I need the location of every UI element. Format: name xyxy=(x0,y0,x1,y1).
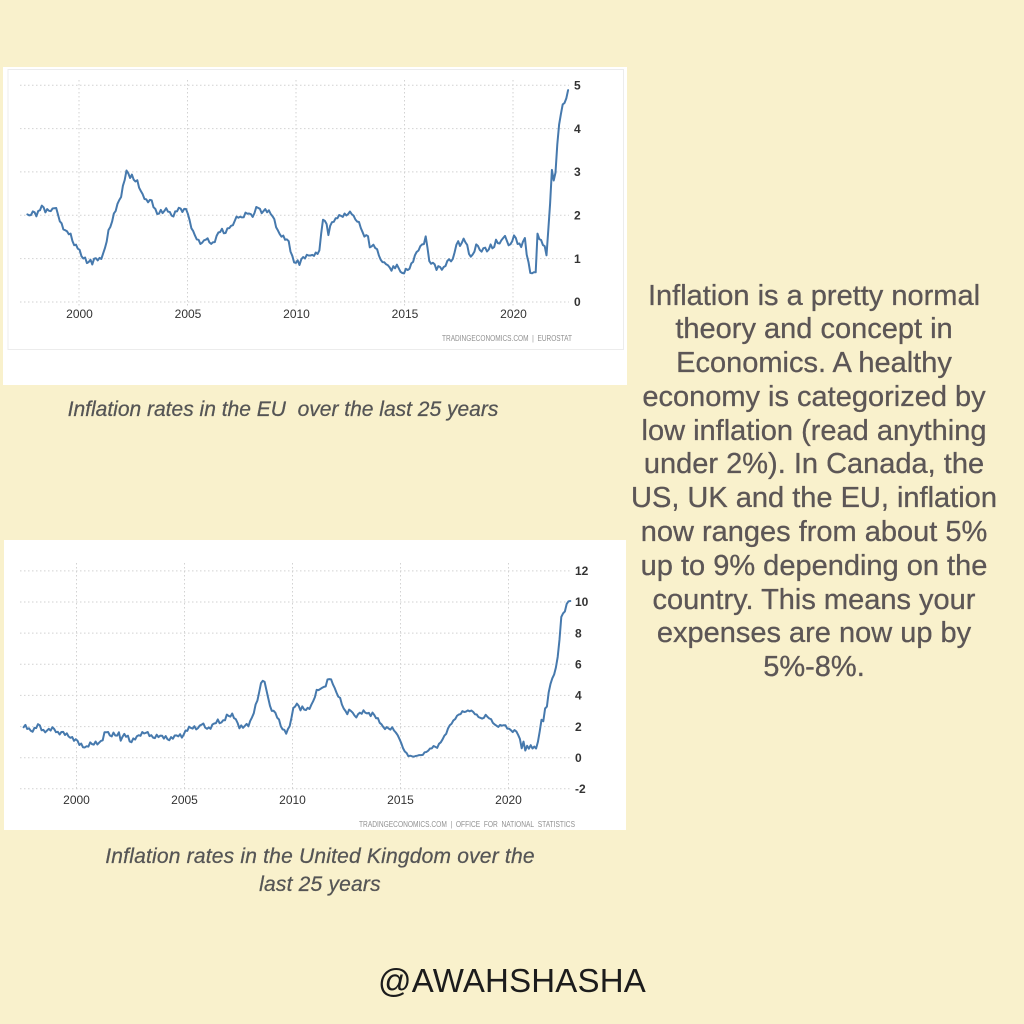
svg-text:2000: 2000 xyxy=(63,793,90,807)
svg-text:0: 0 xyxy=(574,295,581,309)
svg-text:10: 10 xyxy=(575,595,589,609)
svg-text:2: 2 xyxy=(574,209,581,223)
svg-text:6: 6 xyxy=(575,658,582,672)
svg-text:4: 4 xyxy=(574,122,581,136)
svg-text:TRADINGECONOMICS.COM | EUROS: TRADINGECONOMICS.COM | EUROSTAT xyxy=(442,334,572,343)
svg-text:2005: 2005 xyxy=(175,307,202,321)
svg-text:2005: 2005 xyxy=(171,793,198,807)
svg-text:2020: 2020 xyxy=(495,793,522,807)
svg-text:5: 5 xyxy=(574,78,581,92)
svg-text:0: 0 xyxy=(575,751,582,765)
svg-text:4: 4 xyxy=(575,689,582,703)
svg-text:2010: 2010 xyxy=(283,307,310,321)
svg-text:2: 2 xyxy=(575,720,582,734)
svg-text:2010: 2010 xyxy=(279,793,306,807)
svg-text:2015: 2015 xyxy=(387,793,414,807)
svg-text:-2: -2 xyxy=(575,782,586,796)
svg-text:12: 12 xyxy=(575,564,589,578)
svg-text:8: 8 xyxy=(575,626,582,640)
svg-text:3: 3 xyxy=(574,165,581,179)
svg-text:2000: 2000 xyxy=(66,307,93,321)
svg-text:2015: 2015 xyxy=(392,307,419,321)
svg-text:TRADINGECONOMICS.COM | OFFIC: TRADINGECONOMICS.COM | OFFICE FOR NATION… xyxy=(359,820,575,829)
svg-text:2020: 2020 xyxy=(500,307,527,321)
svg-text:1: 1 xyxy=(574,252,581,266)
